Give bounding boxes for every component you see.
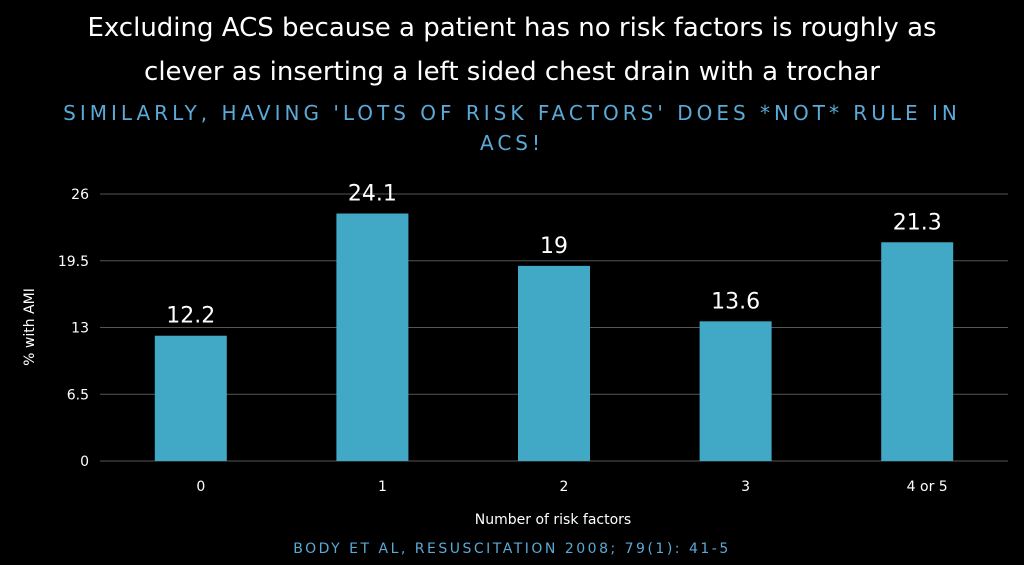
data-label: 24.1 — [348, 182, 397, 207]
x-tick-label: 4 or 5 — [907, 479, 948, 495]
x-tick-label: 2 — [560, 479, 569, 495]
x-tick-label: 1 — [378, 479, 387, 495]
y-tick-label: 26 — [71, 187, 89, 203]
y-tick-label: 13 — [71, 321, 89, 337]
data-label: 13.6 — [711, 289, 760, 314]
y-axis-title: % with AMI — [22, 288, 38, 366]
slide-subtitle: SIMILARLY, HAVING 'LOTS OF RISK FACTORS'… — [63, 101, 961, 155]
y-tick-label: 0 — [80, 454, 89, 470]
y-tick-label: 6.5 — [67, 387, 89, 403]
bar — [881, 242, 954, 461]
citation: BODY ET AL, RESUSCITATION 2008; 79(1): 4… — [293, 541, 731, 557]
slide-title: Excluding ACS because a patient has no r… — [87, 13, 937, 87]
x-tick-label: 0 — [196, 479, 205, 495]
x-tick-label: 3 — [741, 479, 750, 495]
data-label: 12.2 — [166, 304, 215, 329]
data-label: 19 — [540, 234, 568, 259]
bar — [699, 321, 772, 461]
x-axis-title: Number of risk factors — [474, 512, 632, 528]
data-label: 21.3 — [893, 210, 942, 235]
bar — [336, 213, 409, 461]
y-tick-label: 19.5 — [58, 254, 89, 270]
bar — [154, 335, 227, 461]
bar — [518, 265, 590, 461]
